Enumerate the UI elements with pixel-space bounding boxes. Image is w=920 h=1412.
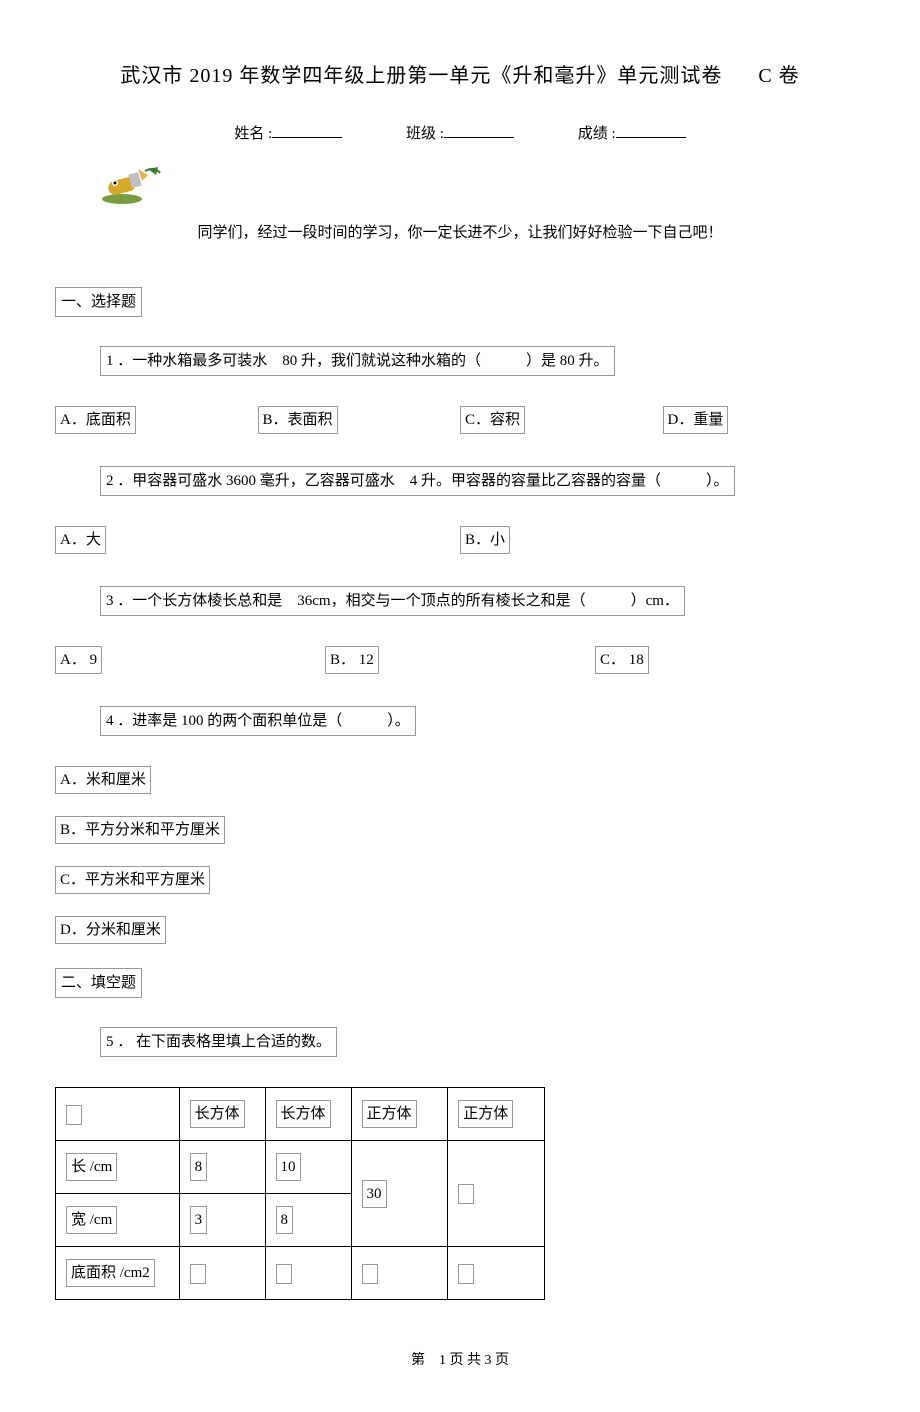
cell-width-2: 8 [265, 1194, 351, 1247]
table-header-1: 长方体 [179, 1088, 265, 1141]
table-header-empty [56, 1088, 180, 1141]
q2-option-b[interactable]: B．小 [460, 526, 865, 554]
section-1-label: 一、选择题 [55, 287, 142, 317]
question-1: 1 ．一种水箱最多可装水 80 升，我们就说这种水箱的（ ）是 80 升。 [100, 344, 865, 378]
cell-area-3[interactable] [351, 1247, 448, 1300]
empty-box-icon [276, 1264, 292, 1284]
empty-box-icon [458, 1264, 474, 1284]
q1-option-d[interactable]: D．重量 [663, 406, 866, 434]
pencil-icon [100, 161, 170, 206]
q1-option-a[interactable]: A．底面积 [55, 406, 258, 434]
page-title: 武汉市 2019 年数学四年级上册第一单元《升和毫升》单元测试卷 C 卷 [55, 60, 865, 92]
q5-text: 5 ． 在下面表格里填上合适的数。 [100, 1027, 337, 1057]
cell-width-1: 3 [179, 1194, 265, 1247]
q4-option-c[interactable]: C．平方米和平方厘米 [55, 866, 865, 894]
table-header-4: 正方体 [448, 1088, 545, 1141]
score-label: 成绩 : [578, 126, 616, 142]
q2-text: 2 ．甲容器可盛水 3600 毫升，乙容器可盛水 4 升。甲容器的容量比乙容器的… [100, 466, 735, 496]
empty-box-icon [190, 1264, 206, 1284]
question-5: 5 ． 在下面表格里填上合适的数。 [100, 1025, 865, 1059]
page-footer: 第 1 页 共 3 页 [55, 1350, 865, 1372]
q4-text: 4 ．进率是 100 的两个面积单位是（ ）。 [100, 706, 416, 736]
q2-options: A．大 B．小 [55, 526, 865, 554]
q1-text: 1 ．一种水箱最多可装水 80 升，我们就说这种水箱的（ ）是 80 升。 [100, 346, 615, 376]
cell-cube-1-side: 30 [351, 1141, 448, 1247]
q1-options: A．底面积 B．表面积 C．容积 D．重量 [55, 406, 865, 434]
q4-option-b[interactable]: B．平方分米和平方厘米 [55, 816, 865, 844]
name-label: 姓名 : [234, 126, 272, 142]
q4-option-a[interactable]: A．米和厘米 [55, 766, 865, 794]
empty-box-icon [458, 1184, 474, 1204]
q2-option-a[interactable]: A．大 [55, 526, 460, 554]
q3-option-b[interactable]: B． 12 [325, 646, 595, 674]
row-label-area: 底面积 /cm2 [56, 1247, 180, 1300]
class-blank[interactable] [444, 137, 514, 138]
table-row-length: 长 /cm 8 10 30 [56, 1141, 545, 1194]
q4-options: A．米和厘米 B．平方分米和平方厘米 C．平方米和平方厘米 D．分米和厘米 [55, 766, 865, 944]
table-header-3: 正方体 [351, 1088, 448, 1141]
cell-length-2: 10 [265, 1141, 351, 1194]
q1-option-c[interactable]: C．容积 [460, 406, 663, 434]
section-2-label: 二、填空题 [55, 968, 142, 998]
cell-cube-2-side[interactable] [448, 1141, 545, 1247]
row-label-width: 宽 /cm [56, 1194, 180, 1247]
empty-box-icon [66, 1105, 82, 1125]
q3-option-c[interactable]: C． 18 [595, 646, 865, 674]
section-1-header: 一、选择题 [55, 285, 865, 319]
empty-box-icon [362, 1264, 378, 1284]
question-4: 4 ．进率是 100 的两个面积单位是（ ）。 [100, 704, 865, 738]
cell-length-1: 8 [179, 1141, 265, 1194]
title-variant: C 卷 [758, 65, 799, 87]
table-header-row: 长方体 长方体 正方体 正方体 [56, 1088, 545, 1141]
name-blank[interactable] [272, 137, 342, 138]
class-label: 班级 : [406, 126, 444, 142]
q3-text: 3 ．一个长方体棱长总和是 36cm，相交与一个顶点的所有棱长之和是（ ）cm． [100, 586, 685, 616]
q3-options: A． 9 B． 12 C． 18 [55, 646, 865, 674]
cell-area-1[interactable] [179, 1247, 265, 1300]
section-2-header: 二、填空题 [55, 966, 865, 1000]
question-2: 2 ．甲容器可盛水 3600 毫升，乙容器可盛水 4 升。甲容器的容量比乙容器的… [100, 464, 865, 498]
q4-option-d[interactable]: D．分米和厘米 [55, 916, 865, 944]
data-table: 长方体 长方体 正方体 正方体 长 /cm 8 10 30 宽 /cm 3 8 … [55, 1087, 545, 1300]
cell-area-2[interactable] [265, 1247, 351, 1300]
cell-area-4[interactable] [448, 1247, 545, 1300]
intro-text: 同学们，经过一段时间的学习，你一定长进不少，让我们好好检验一下自己吧！ [55, 221, 865, 245]
q3-option-a[interactable]: A． 9 [55, 646, 325, 674]
q1-option-b[interactable]: B．表面积 [258, 406, 461, 434]
score-blank[interactable] [616, 137, 686, 138]
student-info-line: 姓名 : 班级 : 成绩 : [55, 122, 865, 146]
question-3: 3 ．一个长方体棱长总和是 36cm，相交与一个顶点的所有棱长之和是（ ）cm． [100, 584, 865, 618]
table-header-2: 长方体 [265, 1088, 351, 1141]
title-main: 武汉市 2019 年数学四年级上册第一单元《升和毫升》单元测试卷 [120, 65, 722, 87]
table-row-area: 底面积 /cm2 [56, 1247, 545, 1300]
row-label-length: 长 /cm [56, 1141, 180, 1194]
